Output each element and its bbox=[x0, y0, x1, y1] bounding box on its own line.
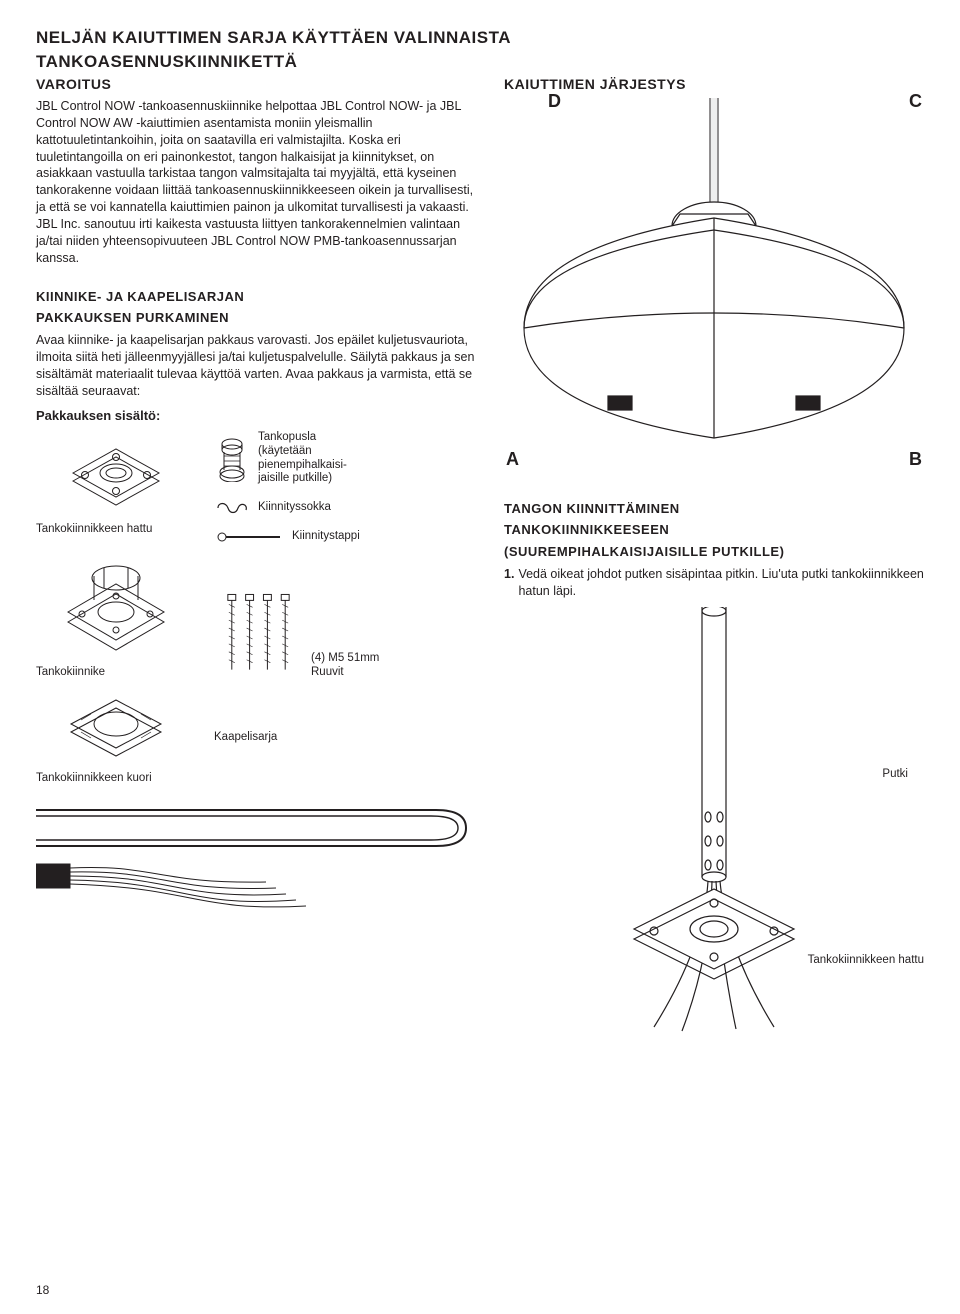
label-C: C bbox=[909, 89, 922, 113]
step-list: 1. Vedä oikeat johdot putken sisäpintaa … bbox=[504, 566, 924, 600]
pkg-wirekit-label: Kaapelisarja bbox=[214, 731, 314, 745]
step-1-num: 1. bbox=[504, 566, 514, 600]
label-B: B bbox=[909, 447, 922, 471]
speaker-cluster-diagram bbox=[504, 98, 924, 478]
pkg-cap-icon bbox=[36, 431, 196, 511]
callout-cap: Tankokiinnikkeen hattu bbox=[808, 953, 924, 969]
page-title-line2: TANKOASENNUSKIINNIKETTÄ bbox=[36, 52, 924, 72]
left-column: VAROITUS JBL Control NOW -tankoasennuski… bbox=[36, 75, 480, 1042]
speaker-order-heading: KAIUTTIMEN JÄRJESTYS bbox=[504, 75, 924, 94]
unpack-body: Avaa kiinnike- ja kaapelisarjan pakkaus … bbox=[36, 332, 480, 400]
page-title-line1: NELJÄN KAIUTTIMEN SARJA KÄYTTÄEN VALINNA… bbox=[36, 28, 924, 48]
label-D: D bbox=[548, 89, 561, 113]
pkg-pin-label: Kiinnitystappi bbox=[292, 530, 360, 544]
pkg-pin-icon bbox=[214, 531, 284, 543]
pkg-row-1: Tankokiinnikkeen hattu bbox=[36, 431, 480, 544]
pkg-mount-icon bbox=[36, 554, 196, 654]
pkg-shroud-icon bbox=[36, 690, 196, 760]
page-number: 18 bbox=[36, 1282, 49, 1298]
attach-heading-1: TANGON KIINNITTÄMINEN bbox=[504, 501, 924, 517]
pkg-mount-label: Tankokiinnike bbox=[36, 666, 196, 680]
pkg-bushing-icon bbox=[214, 436, 250, 482]
assembly-diagram-wrap: Putki Tankokiinnikkeen hattu bbox=[504, 607, 924, 1042]
assembly-diagram bbox=[504, 607, 924, 1037]
pkg-row-2: Tankokiinnike (4) M5 51mm Ruuvit bbox=[36, 554, 480, 680]
attach-heading-3: (SUUREMPIHALKAISIJAISILLE PUTKILLE) bbox=[504, 544, 924, 560]
pkg-clip-icon bbox=[214, 498, 250, 518]
pkg-screws-icon bbox=[214, 590, 303, 680]
pkg-shroud-label: Tankokiinnikkeen kuori bbox=[36, 772, 196, 786]
unpack-heading-2: PAKKAUKSEN PURKAMINEN bbox=[36, 310, 480, 326]
label-A: A bbox=[506, 447, 519, 471]
pkg-cap-label: Tankokiinnikkeen hattu bbox=[36, 523, 196, 537]
unpack-heading-1: KIINNIKE- JA KAAPELISARJAN bbox=[36, 289, 480, 305]
warning-body: JBL Control NOW -tankoasennuskiinnike he… bbox=[36, 98, 480, 267]
pkg-screws-label: (4) M5 51mm Ruuvit bbox=[311, 652, 414, 680]
pkg-heading: Pakkauksen sisältö: bbox=[36, 407, 480, 425]
pkg-bushing-label: Tankopusla (käytetään pienempihalkaisi- … bbox=[258, 431, 347, 486]
right-column: KAIUTTIMEN JÄRJESTYS D C A B bbox=[504, 75, 924, 1042]
pkg-clip-label: Kiinnityssokka bbox=[258, 501, 331, 515]
attach-heading-2: TANKOKIINNIKKEESEEN bbox=[504, 522, 924, 538]
pkg-wires-icon bbox=[36, 792, 480, 917]
step-1-text: Vedä oikeat johdot putken sisäpintaa pit… bbox=[518, 566, 924, 600]
callout-putki: Putki bbox=[882, 767, 908, 783]
warning-heading: VAROITUS bbox=[36, 75, 480, 94]
pkg-row-3: Tankokiinnikkeen kuori Kaapelisarja bbox=[36, 690, 480, 786]
